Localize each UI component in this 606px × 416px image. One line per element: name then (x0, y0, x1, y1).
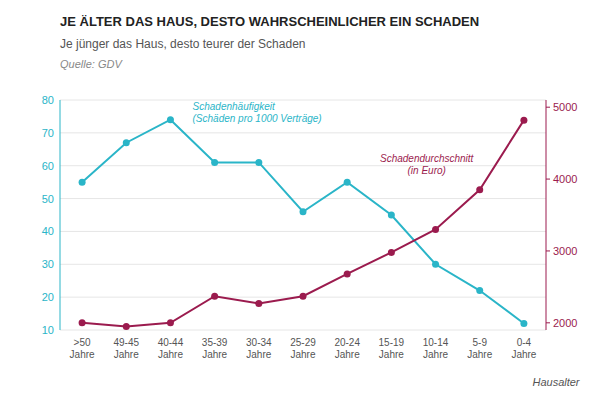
y2-tick (546, 250, 550, 251)
series-point (211, 159, 218, 166)
title: JE ÄLTER DAS HAUS, DESTO WAHRSCHEINLICHE… (60, 14, 479, 29)
series-point (79, 179, 86, 186)
series-line (82, 120, 524, 324)
x-tick-label: 40-44Jahre (158, 337, 184, 360)
series-point (520, 117, 527, 124)
y-tick-label: 70 (42, 127, 54, 139)
grid-line (60, 198, 546, 199)
annotation: Schadendurchschnitt(in Euro) (380, 153, 475, 176)
series-point (167, 116, 174, 123)
y-axis-line (60, 100, 61, 330)
chart: JE ÄLTER DAS HAUS, DESTO WAHRSCHEINLICHE… (0, 0, 606, 416)
x-tick-label: 25-29Jahre (290, 337, 316, 360)
series-point (344, 270, 351, 277)
x-tick-label: 10-14Jahre (423, 337, 449, 360)
series-point (344, 179, 351, 186)
annotation: Schadenhäufigkeit(Schäden pro 1000 Vertr… (193, 101, 322, 124)
y-tick-label: 40 (42, 225, 54, 237)
x-tick-label: 35-39Jahre (202, 337, 228, 360)
x-tick-label: 49-45Jahre (113, 337, 139, 360)
y-tick-label: 80 (42, 94, 54, 106)
series-point (432, 261, 439, 268)
x-tick-label: 20-24Jahre (334, 337, 360, 360)
y2-tick-label: 5000 (553, 101, 577, 113)
y-tick-label: 10 (42, 324, 54, 336)
series-point (476, 287, 483, 294)
series-point (79, 319, 86, 326)
series-point (167, 319, 174, 326)
x-axis-label: Hausalter (532, 376, 580, 388)
y2-tick-label: 4000 (553, 173, 577, 185)
series-point (255, 300, 262, 307)
y-tick-label: 60 (42, 160, 54, 172)
series-point (432, 226, 439, 233)
y2-tick-label: 3000 (553, 245, 577, 257)
series-point (476, 186, 483, 193)
y2-axis-line (546, 100, 547, 330)
y2-tick (546, 107, 550, 108)
grid-line (60, 100, 546, 101)
x-tick-label: 30-34Jahre (246, 337, 272, 360)
x-tick-label: 15-19Jahre (379, 337, 405, 360)
source: Quelle: GDV (60, 58, 123, 70)
y2-tick (546, 322, 550, 323)
grid-line (60, 165, 546, 166)
grid-line (60, 132, 546, 133)
grid-line (60, 231, 546, 232)
series-point (388, 249, 395, 256)
x-tick-label: 0-4Jahre (511, 337, 536, 360)
y2-tick (546, 179, 550, 180)
series-point (520, 320, 527, 327)
grid-line (60, 264, 546, 265)
series-point (123, 139, 130, 146)
series-point (300, 293, 307, 300)
x-tick-label: >50Jahre (70, 337, 95, 360)
series-point (300, 208, 307, 215)
series-point (123, 323, 130, 330)
y-tick-label: 30 (42, 258, 54, 270)
series-point (211, 293, 218, 300)
y-tick-label: 50 (42, 193, 54, 205)
y2-tick-label: 2000 (553, 317, 577, 329)
series-point (255, 159, 262, 166)
grid-line (60, 330, 546, 331)
series-point (388, 212, 395, 219)
plot-area (79, 116, 528, 330)
series-line (82, 120, 524, 326)
x-tick-label: 5-9Jahre (467, 337, 492, 360)
y-tick-label: 20 (42, 291, 54, 303)
subtitle: Je jünger das Haus, desto teurer der Sch… (60, 37, 305, 51)
